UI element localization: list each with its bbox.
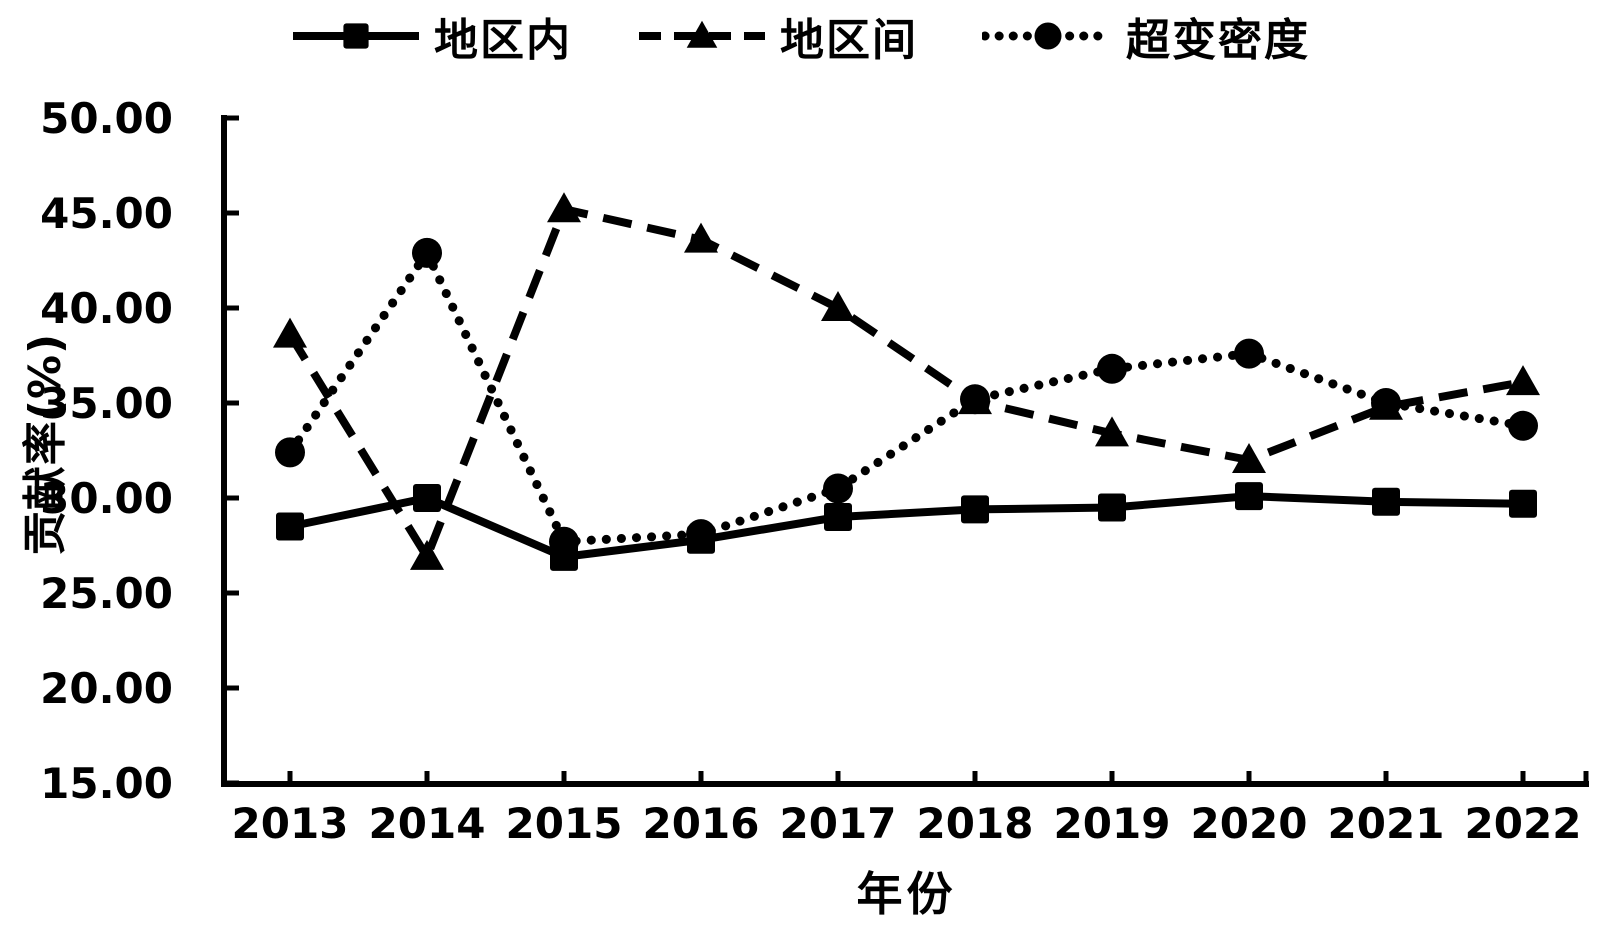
y-tick-label: 20.00 [40, 664, 173, 713]
y-tick-label: 40.00 [40, 284, 173, 333]
legend-label: 地区间 [780, 15, 918, 66]
marker-triangle-2015 [547, 192, 581, 223]
legend-marker-triangle [686, 20, 718, 48]
series-line-2 [285, 243, 1528, 547]
legend-item-between-regions: 地区间 [636, 4, 918, 68]
y-tick-label: 45.00 [40, 189, 173, 238]
marker-circle-2016 [686, 519, 716, 550]
x-axis-title: 年份 [856, 867, 957, 921]
marker-circle-2017 [823, 473, 853, 504]
legend-item-transvariation-density: 超变密度 [982, 4, 1310, 68]
legend-marker-circle [1034, 22, 1062, 50]
y-tick-label: 15.00 [40, 759, 173, 808]
legend-item-within-region: 地区内 [290, 4, 572, 68]
marker-square-2017 [824, 503, 852, 531]
y-tick-label: 35.00 [40, 379, 173, 428]
x-tick-label: 2017 [780, 799, 897, 848]
marker-triangle-2022 [1506, 365, 1540, 396]
legend-glyph-dotted-circle-icon [982, 22, 1114, 50]
marker-square-2020 [1235, 482, 1263, 511]
series-line-1 [286, 204, 1524, 566]
marker-circle-2019 [1097, 353, 1127, 384]
marker-square-2014 [413, 484, 441, 512]
legend-label: 地区内 [434, 15, 572, 66]
x-tick-label: 2018 [917, 799, 1034, 848]
marker-square-2022 [1509, 489, 1537, 518]
y-tick-label: 25.00 [40, 569, 173, 618]
x-tick-label: 2019 [1054, 799, 1171, 848]
x-tick-label: 2022 [1465, 799, 1582, 848]
marker-circle-2018 [960, 384, 990, 415]
legend-glyph-solid-square-icon [293, 23, 419, 49]
marker-square-2018 [961, 495, 989, 524]
x-tick-label: 2020 [1191, 799, 1308, 848]
chart-legend: 地区内 地区间 超变密度 [0, 4, 1600, 68]
legend-marker-square [343, 23, 369, 49]
x-tick-label: 2016 [643, 799, 760, 848]
marker-circle-2014 [412, 237, 442, 268]
marker-triangle-2017 [821, 291, 855, 321]
y-tick-label: 30.00 [40, 474, 173, 523]
marker-triangle-2020 [1232, 443, 1266, 473]
marker-triangle-2014 [410, 539, 444, 570]
marker-square-2021 [1372, 487, 1400, 516]
y-tick-label: 50.00 [40, 94, 173, 143]
marker-square-2019 [1098, 493, 1126, 522]
marker-square-2013 [276, 512, 304, 541]
x-tick-label: 2013 [232, 799, 349, 848]
marker-circle-2020 [1234, 338, 1264, 369]
y-axis-title: 贡献率(%) [20, 332, 71, 556]
axis-lines [221, 115, 1589, 787]
legend-label: 超变密度 [1126, 15, 1310, 66]
x-tick-label: 2014 [369, 799, 486, 848]
marker-triangle-2019 [1095, 416, 1129, 447]
marker-triangle-2013 [273, 317, 307, 348]
marker-triangle-2016 [684, 222, 718, 253]
x-tick-label: 2015 [506, 799, 623, 848]
marker-circle-2021 [1371, 388, 1401, 418]
x-tick-label: 2021 [1328, 799, 1445, 848]
legend-glyph-dashed-triangle-icon [639, 20, 765, 48]
marker-circle-2013 [275, 437, 305, 468]
marker-circle-2015 [549, 526, 579, 557]
marker-circle-2022 [1508, 410, 1538, 441]
series-line-0 [289, 492, 1524, 562]
